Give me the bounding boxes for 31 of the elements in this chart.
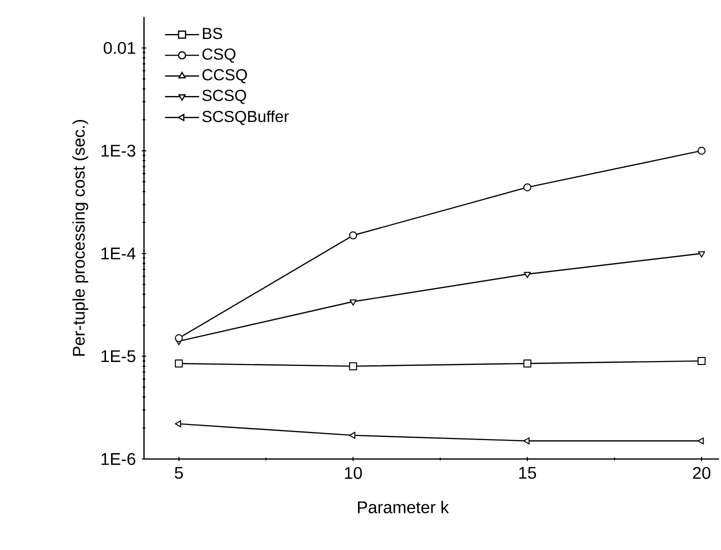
x-tick-label: 15 xyxy=(519,466,536,479)
legend-label: CSQ xyxy=(202,48,236,63)
point xyxy=(523,183,532,192)
y-tick-label: 1E-6 xyxy=(102,453,136,466)
point xyxy=(349,231,358,240)
point xyxy=(174,420,182,428)
point xyxy=(698,437,704,444)
y-tick-label: 0.01 xyxy=(104,42,136,54)
y-tick-label: 1E-4 xyxy=(102,248,136,260)
y-axis-title: Per-tuple processing cost (sec.) xyxy=(72,120,88,356)
point xyxy=(698,356,706,365)
legend-label: SCSQBuffer xyxy=(202,110,289,125)
legend-label: CCSQ xyxy=(202,69,247,84)
legend-label: SCSQ xyxy=(202,90,246,104)
point xyxy=(350,299,357,306)
point xyxy=(174,334,183,342)
y-tick-label: 1E-5 xyxy=(102,350,136,362)
x-tick-label: 5 xyxy=(174,466,183,479)
point xyxy=(174,359,183,368)
x-tick-label: 20 xyxy=(693,466,710,479)
point xyxy=(698,146,706,155)
point xyxy=(524,272,531,278)
point xyxy=(698,251,706,258)
point xyxy=(349,362,358,370)
legend-label: BS xyxy=(202,28,222,40)
point xyxy=(523,437,530,444)
x-axis-title: Parameter k xyxy=(358,500,449,514)
x-tick-label: 10 xyxy=(344,466,362,479)
y-tick-label: 1E-3 xyxy=(102,144,136,157)
point xyxy=(523,359,532,368)
point xyxy=(349,432,356,439)
